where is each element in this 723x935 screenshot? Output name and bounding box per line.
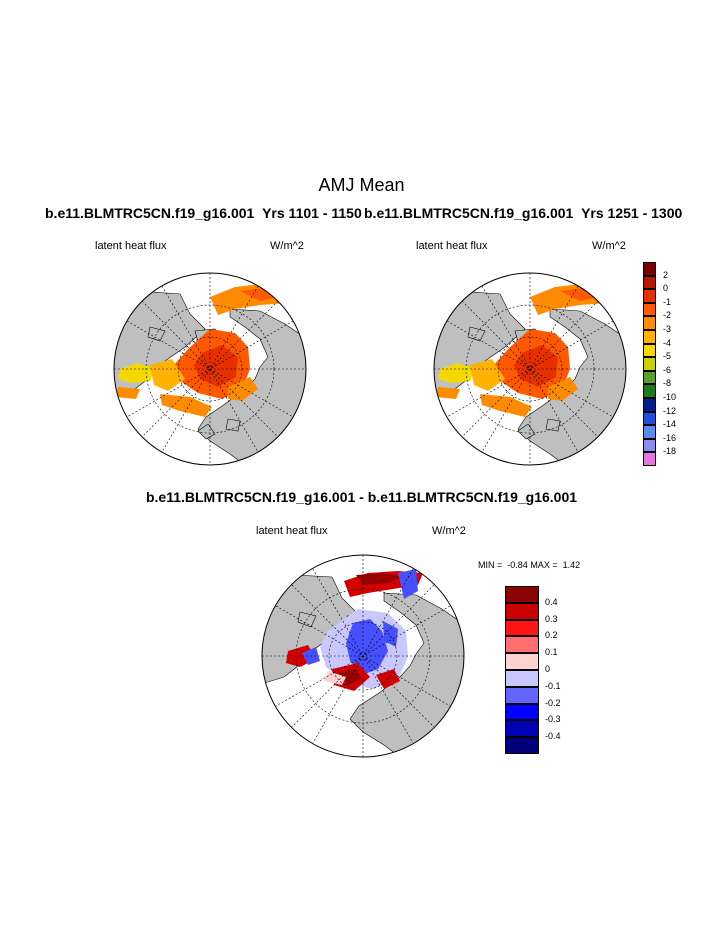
- colorbar-label: -1: [663, 296, 672, 307]
- panel-1-title: b.e11.BLMTRC5CN.f19_g16.001 Yrs 1101 - 1…: [45, 205, 362, 221]
- map-boundary: [113, 272, 307, 466]
- colorbar-box: [643, 289, 656, 303]
- colorbar-label: 0: [545, 664, 551, 674]
- colorbar-label: -18: [663, 446, 677, 457]
- graticule: [114, 273, 306, 465]
- panel-2-title: b.e11.BLMTRC5CN.f19_g16.001 Yrs 1251 - 1…: [364, 205, 682, 221]
- panel-2-units: W/m^2: [592, 240, 626, 252]
- colorbar-label: 2: [663, 269, 669, 280]
- colorbar-box: [505, 653, 539, 670]
- max-label: MAX =: [530, 560, 558, 570]
- map-panel-diff: [261, 554, 465, 758]
- colorbar-label: 0.4: [545, 596, 558, 607]
- diff-panel-variable: latent heat flux: [256, 525, 328, 537]
- colorbar-label: -12: [663, 405, 677, 416]
- colorbar-box: [643, 425, 656, 439]
- colorbar-box: [643, 452, 656, 466]
- colorbar-label: -2: [663, 310, 672, 321]
- colorbar-label: -5: [663, 351, 672, 362]
- diff-min-max: MIN = -0.84 MAX = 1.42: [478, 560, 580, 570]
- colorbar-label: -3: [663, 324, 672, 334]
- page-title: AMJ Mean: [318, 175, 405, 195]
- colorbar-label: -8: [663, 378, 672, 389]
- colorbar-box: [505, 636, 539, 654]
- map-panel-1: [113, 272, 307, 466]
- colorbar-box: [505, 602, 539, 620]
- colorbar-box: [505, 586, 539, 603]
- graticule: [434, 273, 626, 465]
- panel-1-variable: latent heat flux: [95, 240, 167, 252]
- colorbar-box: [643, 262, 656, 276]
- colorbar-box: [643, 302, 656, 317]
- max-value: 1.42: [562, 560, 581, 570]
- colorbar-label: -4: [663, 337, 672, 348]
- min-value: -0.84: [507, 560, 528, 570]
- panel-2-variable: latent heat flux: [416, 240, 488, 252]
- colorbar-mean: 2 0 -1 -2 -3 -4 -5 -6 -8 -10 -12 -14 -16 -18: [643, 262, 703, 468]
- colorbar-box: [643, 343, 656, 358]
- colorbar-label: 0: [663, 283, 669, 294]
- map-boundary: [433, 272, 627, 466]
- colorbar-label: 0.2: [545, 630, 558, 641]
- colorbar-box: [643, 370, 656, 385]
- colorbar-label: -14: [663, 419, 677, 430]
- colorbar-box: [505, 619, 539, 637]
- colorbar-box: [643, 330, 656, 344]
- panel-1-case: b.e11.BLMTRC5CN.f19_g16.001: [45, 205, 255, 221]
- map-panel-2: [433, 272, 627, 466]
- panel-2-years: Yrs 1251 - 1300: [581, 205, 683, 221]
- min-label: MIN =: [478, 560, 503, 570]
- difference-field: [286, 569, 423, 691]
- colorbar-label: 0.1: [545, 647, 558, 658]
- colorbar-box: [505, 720, 539, 738]
- diff-panel-units: W/m^2: [432, 525, 466, 537]
- colorbar-box: [643, 438, 656, 453]
- colorbar-label: -0.1: [545, 680, 561, 691]
- colorbar-box: [505, 737, 539, 754]
- colorbar-box: [505, 686, 539, 704]
- colorbar-box: [505, 670, 539, 687]
- colorbar-box: [643, 411, 656, 426]
- colorbar-box: [643, 398, 656, 412]
- graticule: [262, 555, 464, 757]
- panel-1-units: W/m^2: [270, 240, 304, 252]
- colorbar-label: -6: [663, 364, 672, 375]
- colorbar-box: [643, 275, 656, 290]
- panel-1-years: Yrs 1101 - 1150: [262, 205, 362, 221]
- colorbar-label: -10: [663, 392, 677, 402]
- panel-2-case: b.e11.BLMTRC5CN.f19_g16.001: [364, 205, 574, 221]
- colorbar-label: -0.4: [545, 731, 561, 742]
- colorbar-diff: 0.4 0.3 0.2 0.1 0 -0.1 -0.2 -0.3 -0.4: [505, 586, 585, 756]
- colorbar-box: [643, 316, 656, 330]
- colorbar-label: -0.3: [545, 714, 561, 725]
- colorbar-box: [505, 703, 539, 721]
- colorbar-label: -0.2: [545, 697, 561, 708]
- diff-panel-title: b.e11.BLMTRC5CN.f19_g16.001 - b.e11.BLMT…: [145, 489, 578, 505]
- colorbar-box: [643, 384, 656, 398]
- colorbar-label: 0.3: [545, 613, 558, 624]
- colorbar-box: [643, 357, 656, 371]
- map-boundary: [261, 554, 465, 758]
- colorbar-label: -16: [663, 432, 677, 443]
